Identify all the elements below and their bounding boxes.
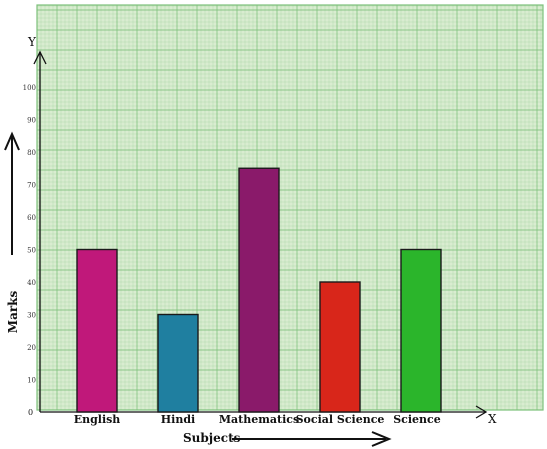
x-tick-label: Hindi	[161, 413, 195, 426]
bar	[157, 313, 199, 413]
x-tick-label: Social Science	[296, 413, 385, 426]
y-label-arrowhead	[4, 131, 20, 151]
y-tick-label: 100	[23, 84, 36, 92]
y-tick-label: 70	[27, 182, 36, 190]
x-axis-label: Subjects	[183, 431, 241, 445]
x-tick-label: English	[74, 413, 121, 426]
y-tick-label: 50	[27, 247, 36, 255]
origin-label: 0	[28, 408, 33, 417]
y-tick-label: 60	[27, 214, 36, 222]
x-tick-label: Science	[393, 413, 441, 426]
y-tick-labels: 10 20 30 40 50 60 70 80 90 100	[23, 84, 36, 385]
x-axis-arrowhead	[475, 405, 488, 419]
graph-paper	[36, 4, 544, 411]
bar	[238, 167, 280, 413]
x-axis-letter: X	[488, 412, 497, 426]
y-axis-letter: Y	[27, 35, 37, 49]
grid-lines	[36, 5, 543, 411]
y-axis-arrowhead	[33, 50, 47, 65]
y-tick-label: 80	[27, 149, 36, 157]
y-tick-label: 30	[27, 312, 36, 320]
bar	[319, 281, 361, 413]
bar	[400, 248, 442, 413]
bars	[76, 167, 442, 413]
bar	[76, 248, 118, 413]
y-tick-label: 90	[27, 117, 36, 125]
y-tick-label: 20	[27, 344, 36, 352]
y-axis-label: Marks	[6, 291, 20, 334]
y-tick-label: 40	[27, 279, 36, 287]
x-label-arrowhead	[371, 431, 392, 447]
x-tick-label: Mathematics	[219, 413, 299, 426]
y-tick-label: 10	[27, 377, 36, 385]
